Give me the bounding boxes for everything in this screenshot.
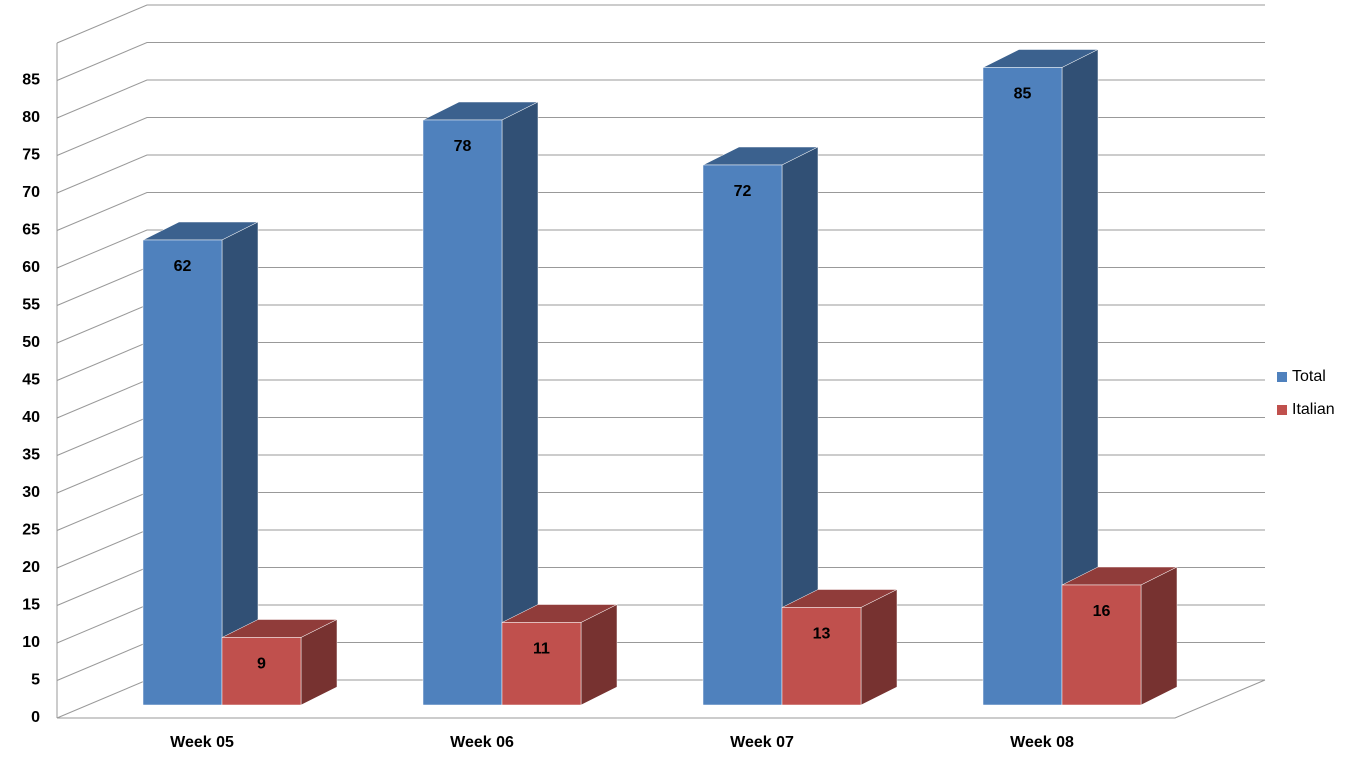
- wall-edge: [56, 4, 1265, 44]
- bar: [702, 146, 819, 706]
- y-tick-label: 35: [22, 447, 40, 464]
- y-tick-label: 50: [22, 334, 40, 351]
- bar-front: [142, 239, 223, 706]
- bar-front: [1061, 584, 1142, 706]
- x-tick-label: Week 06: [450, 734, 514, 751]
- data-label: 72: [734, 183, 752, 200]
- bar: [422, 101, 539, 706]
- y-tick-label: 85: [22, 72, 40, 89]
- data-label: 13: [813, 626, 831, 643]
- y-tick-label: 40: [22, 409, 40, 426]
- y-tick-label: 0: [31, 709, 40, 726]
- y-tick-label: 10: [22, 634, 40, 651]
- bar: [781, 589, 898, 706]
- bar-front: [702, 164, 783, 706]
- data-label: 16: [1093, 603, 1111, 620]
- data-label: 85: [1014, 86, 1032, 103]
- grid-line: [56, 79, 1265, 119]
- y-tick-label: 65: [22, 222, 40, 239]
- bar-front: [501, 622, 582, 706]
- y-tick-label: 45: [22, 372, 40, 389]
- y-tick-label: 80: [22, 109, 40, 126]
- grid-line: [56, 229, 1265, 269]
- y-tick-label: 30: [22, 484, 40, 501]
- legend-label: Total: [1292, 368, 1326, 385]
- y-tick-label: 55: [22, 297, 40, 314]
- bar: [1061, 566, 1178, 706]
- y-tick-label: 5: [31, 672, 40, 689]
- grid-line: [56, 192, 1265, 231]
- bar: [982, 49, 1099, 706]
- legend-swatch: [1277, 372, 1287, 382]
- x-tick-label: Week 07: [730, 734, 794, 751]
- data-label: 78: [454, 138, 472, 155]
- data-label: 9: [257, 656, 266, 673]
- y-tick-label: 70: [22, 184, 40, 201]
- legend-swatch: [1277, 405, 1287, 415]
- floor: [57, 679, 1266, 719]
- bar-side: [860, 589, 898, 706]
- x-tick-label: Week 08: [1010, 734, 1074, 751]
- y-tick-label: 60: [22, 259, 40, 276]
- data-label: 11: [533, 641, 550, 658]
- x-tick-label: Week 05: [170, 734, 234, 751]
- bar: [142, 221, 259, 706]
- bar-front: [982, 67, 1063, 706]
- data-label: 62: [174, 258, 192, 275]
- bar-side: [1140, 566, 1178, 706]
- y-tick-label: 15: [22, 597, 40, 614]
- bar: [221, 619, 338, 706]
- y-tick-label: 20: [22, 559, 40, 576]
- grid-line: [56, 154, 1265, 194]
- bar-front: [422, 119, 503, 706]
- legend-label: Italian: [1292, 401, 1335, 418]
- grid-line: [56, 42, 1265, 81]
- y-tick-label: 75: [22, 147, 40, 164]
- bar: [501, 604, 618, 706]
- grid-line: [56, 117, 1265, 156]
- y-tick-label: 25: [22, 522, 40, 539]
- bar-side: [580, 604, 618, 706]
- bar-front: [781, 607, 862, 706]
- bar-front: [221, 637, 302, 706]
